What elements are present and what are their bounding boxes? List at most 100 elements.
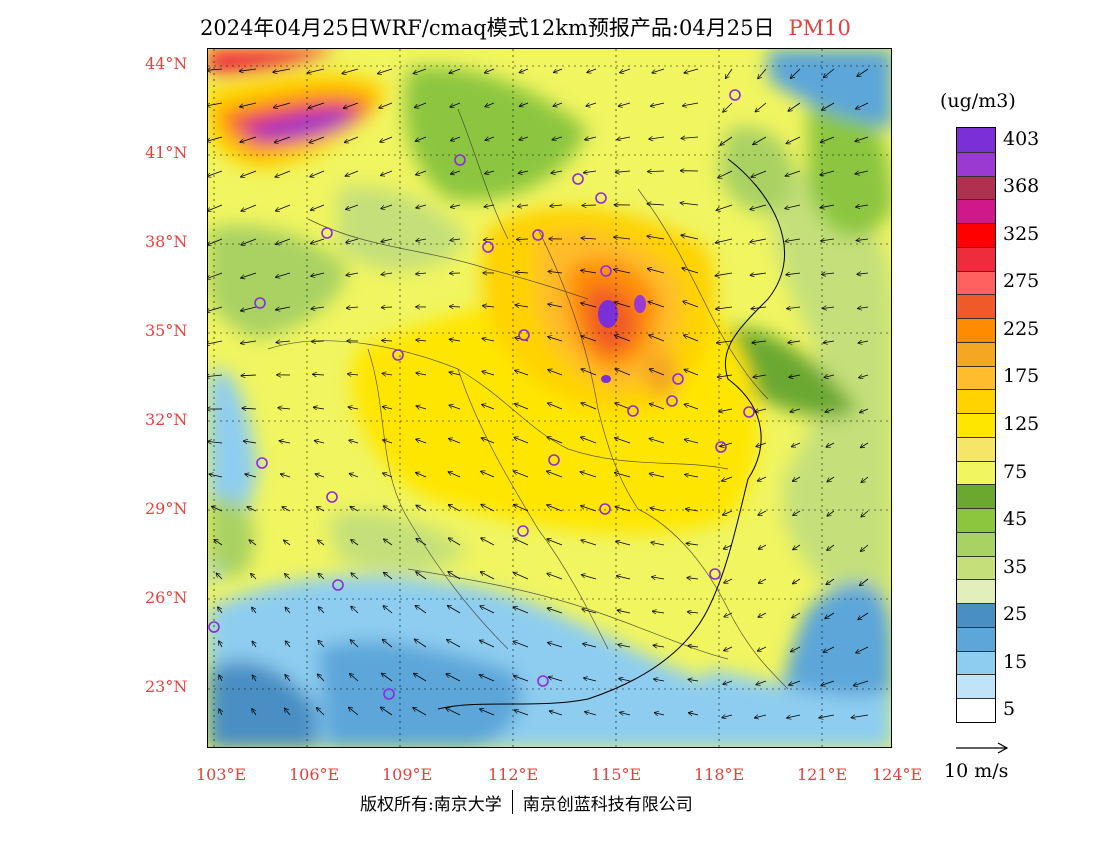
copyright-company: 南京创蓝科技有限公司 bbox=[522, 795, 693, 815]
wind-arrow bbox=[413, 708, 427, 716]
wind-arrow bbox=[514, 573, 529, 580]
legend-swatch bbox=[957, 603, 995, 627]
wind-arrow bbox=[614, 302, 631, 308]
wind-arrow bbox=[480, 640, 495, 648]
legend-swatch bbox=[957, 223, 995, 247]
wind-arrow bbox=[451, 136, 461, 141]
wind-arrow bbox=[450, 102, 461, 107]
wind-arrow bbox=[718, 170, 733, 178]
wind-arrow bbox=[821, 680, 835, 685]
wind-arrow bbox=[855, 170, 869, 174]
wind-arrow bbox=[750, 238, 767, 242]
wind-arrow bbox=[208, 136, 223, 141]
wind-arrow bbox=[824, 341, 835, 343]
wind-arrow bbox=[758, 612, 767, 617]
wind-arrow bbox=[587, 68, 597, 72]
wind-arrow bbox=[348, 374, 359, 375]
wind-arrow bbox=[282, 507, 291, 512]
wind-arrow bbox=[447, 640, 461, 648]
wind-arrow bbox=[724, 612, 733, 617]
lat-label-41: 41°N bbox=[145, 143, 188, 162]
wind-arrow bbox=[378, 68, 393, 74]
wind-arrow bbox=[793, 476, 801, 481]
wind-arrow bbox=[819, 714, 835, 718]
legend-swatch bbox=[957, 413, 995, 437]
wind-arrow bbox=[284, 540, 291, 546]
wind-arrow bbox=[275, 136, 291, 143]
wind-arrow bbox=[219, 675, 222, 682]
wind-arrow bbox=[416, 273, 427, 274]
wind-arrow bbox=[581, 437, 597, 444]
wind-arrow bbox=[208, 340, 223, 344]
legend-swatch bbox=[957, 579, 995, 604]
wind-arrow bbox=[517, 239, 529, 240]
wind-arrow bbox=[383, 440, 393, 443]
title-text: 2024年04月25日WRF/cmaq模式12km预报产品:04月25日 bbox=[200, 16, 775, 40]
wind-arrow bbox=[311, 238, 325, 243]
lat-label-23: 23°N bbox=[145, 677, 188, 696]
wind-arrow bbox=[547, 574, 563, 580]
legend-swatch bbox=[957, 175, 995, 200]
wind-arrow bbox=[756, 442, 767, 447]
wind-arrow bbox=[619, 102, 631, 106]
wind-arrow bbox=[684, 370, 699, 376]
wind-arrow bbox=[214, 540, 223, 546]
wind-arrow bbox=[580, 472, 597, 478]
forecast-map bbox=[207, 48, 892, 748]
wind-arrow bbox=[416, 505, 427, 512]
wind-arrow bbox=[448, 472, 461, 478]
wind-arrow bbox=[827, 476, 835, 482]
wind-arrow bbox=[485, 171, 495, 174]
lon-label-103: 103°E bbox=[196, 765, 247, 784]
wind-arrow bbox=[482, 339, 495, 342]
wind-arrow bbox=[381, 239, 393, 242]
wind-arrow bbox=[861, 442, 869, 448]
wind-arrow bbox=[726, 68, 733, 78]
wind-arrow bbox=[520, 103, 529, 106]
wind-arrow bbox=[785, 239, 801, 241]
wind-arrow bbox=[758, 646, 767, 651]
wind-arrow bbox=[647, 236, 665, 240]
legend-swatch bbox=[957, 318, 995, 342]
lon-label-124: 124°E bbox=[872, 765, 923, 784]
wind-arrow bbox=[681, 137, 699, 138]
wind-arrow bbox=[276, 341, 291, 342]
wind-arrow bbox=[240, 102, 257, 107]
wind-arrow bbox=[787, 714, 801, 718]
wind-arrow bbox=[416, 170, 427, 175]
wind-arrow bbox=[553, 103, 563, 106]
wind-arrow bbox=[514, 505, 529, 512]
wind-arrow bbox=[513, 607, 529, 614]
wind-arrow bbox=[481, 471, 495, 478]
wind-arrow bbox=[208, 272, 223, 279]
wind-arrow bbox=[342, 68, 359, 74]
wind-arrow bbox=[756, 680, 767, 685]
wind-arrow bbox=[615, 369, 631, 376]
wind-arrow bbox=[856, 102, 869, 109]
wind-arrow bbox=[687, 578, 699, 579]
wind-arrow bbox=[208, 170, 223, 176]
city-marker bbox=[517, 525, 529, 537]
wind-arrow bbox=[276, 238, 291, 244]
wind-arrow bbox=[346, 238, 359, 243]
wind-arrow bbox=[548, 608, 563, 614]
city-marker bbox=[729, 89, 741, 101]
wind-arrow bbox=[758, 476, 767, 481]
wind-arrow bbox=[241, 306, 257, 311]
wind-arrow bbox=[787, 307, 801, 309]
wind-arrow bbox=[416, 439, 427, 444]
wind-arrow bbox=[857, 239, 869, 241]
wind-arrow bbox=[856, 646, 869, 653]
city-marker bbox=[532, 229, 544, 241]
wind-arrow bbox=[252, 675, 256, 682]
wind-arrow bbox=[581, 403, 597, 410]
wind-arrow bbox=[317, 708, 325, 716]
legend-label: 45 bbox=[1003, 508, 1028, 531]
wind-arrow bbox=[620, 712, 631, 715]
wind-arrow bbox=[821, 136, 835, 142]
wind-arrow bbox=[349, 707, 359, 716]
lon-label-109: 109°E bbox=[382, 765, 433, 784]
wind-arrow bbox=[683, 102, 699, 106]
wind-arrow bbox=[241, 341, 257, 343]
wind-arrow bbox=[547, 539, 563, 546]
